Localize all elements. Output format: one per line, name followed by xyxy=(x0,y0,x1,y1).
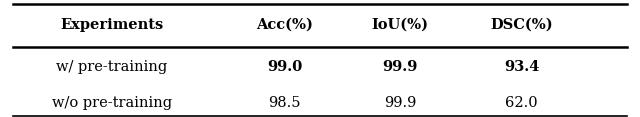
Text: Experiments: Experiments xyxy=(60,18,164,32)
Text: 99.9: 99.9 xyxy=(382,60,418,74)
Text: 99.0: 99.0 xyxy=(267,60,303,74)
Text: 62.0: 62.0 xyxy=(506,96,538,110)
Text: IoU(%): IoU(%) xyxy=(371,18,429,32)
Text: 99.9: 99.9 xyxy=(384,96,416,110)
Text: 93.4: 93.4 xyxy=(504,60,540,74)
Text: w/o pre-training: w/o pre-training xyxy=(52,96,172,110)
Text: 98.5: 98.5 xyxy=(269,96,301,110)
Text: DSC(%): DSC(%) xyxy=(490,18,553,32)
Text: w/ pre-training: w/ pre-training xyxy=(56,60,168,74)
Text: Acc(%): Acc(%) xyxy=(257,18,313,32)
